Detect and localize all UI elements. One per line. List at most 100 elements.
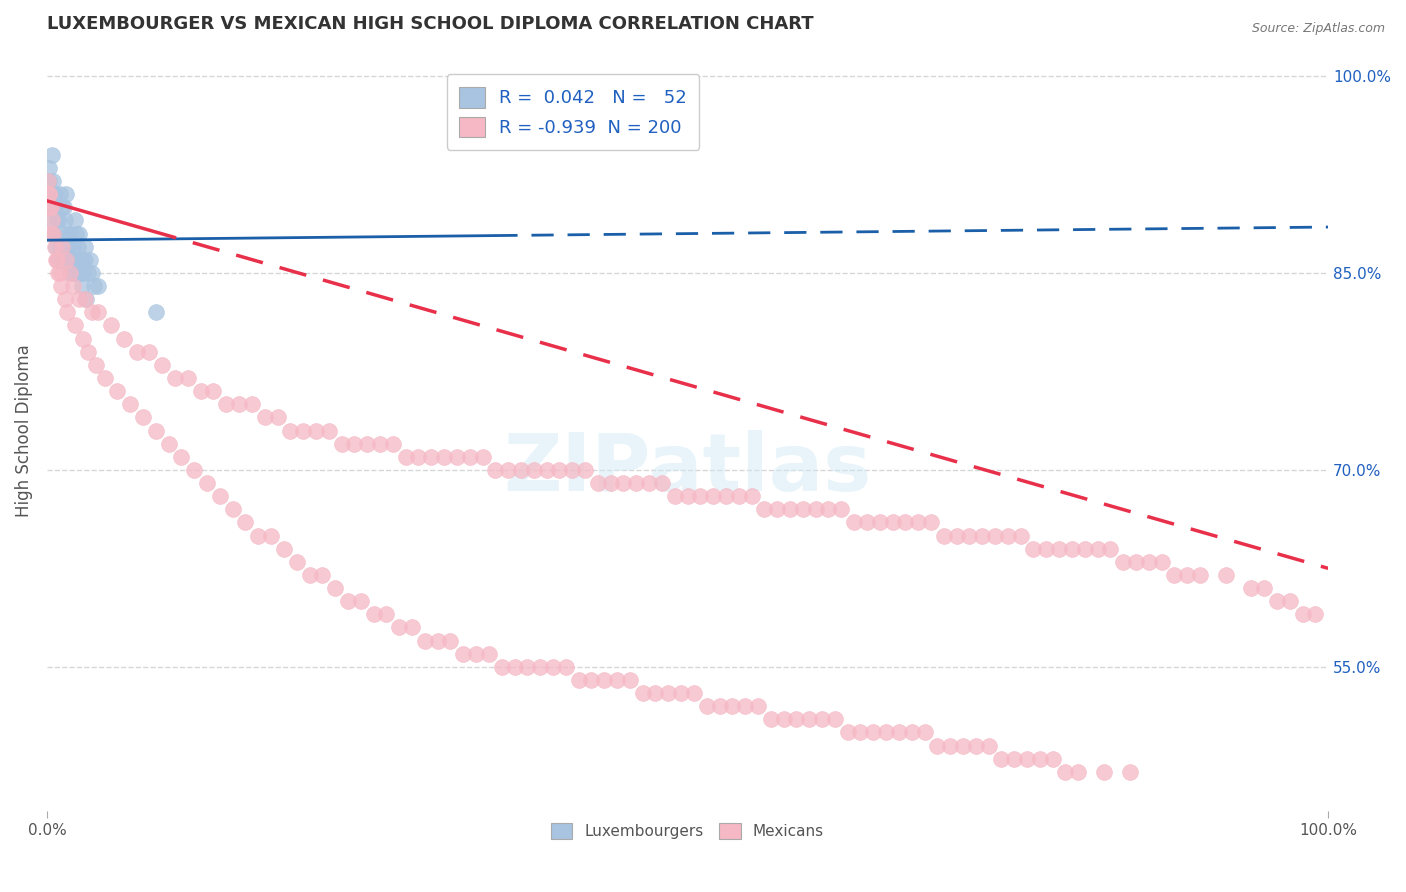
- Point: [112, 332, 135, 346]
- Point: [67, 292, 90, 306]
- Point: [990, 752, 1012, 766]
- Point: [69, 266, 91, 280]
- Point: [311, 568, 333, 582]
- Point: [55, 213, 77, 227]
- Point: [336, 594, 359, 608]
- Point: [41, 227, 63, 241]
- Point: [285, 555, 308, 569]
- Point: [77, 344, 100, 359]
- Point: [59, 227, 82, 241]
- Point: [734, 699, 756, 714]
- Point: [644, 686, 666, 700]
- Point: [38, 161, 60, 175]
- Point: [939, 739, 962, 753]
- Point: [72, 332, 94, 346]
- Point: [465, 647, 488, 661]
- Point: [799, 712, 821, 726]
- Point: [965, 739, 987, 753]
- Point: [46, 252, 69, 267]
- Point: [100, 318, 122, 333]
- Point: [69, 252, 91, 267]
- Point: [1118, 764, 1140, 779]
- Point: [413, 633, 436, 648]
- Point: [62, 240, 84, 254]
- Point: [221, 502, 243, 516]
- Point: [48, 213, 70, 227]
- Point: [1047, 541, 1070, 556]
- Point: [1137, 555, 1160, 569]
- Point: [75, 240, 97, 254]
- Point: [38, 187, 60, 202]
- Point: [433, 450, 456, 464]
- Point: [318, 424, 340, 438]
- Point: [79, 252, 101, 267]
- Point: [1029, 752, 1052, 766]
- Point: [721, 699, 744, 714]
- Point: [606, 673, 628, 687]
- Point: [48, 266, 70, 280]
- Point: [51, 200, 73, 214]
- Point: [1112, 555, 1135, 569]
- Point: [42, 227, 65, 241]
- Point: [1092, 764, 1115, 779]
- Point: [56, 305, 79, 319]
- Point: [247, 528, 270, 542]
- Point: [72, 252, 94, 267]
- Point: [766, 502, 789, 516]
- Point: [541, 660, 564, 674]
- Point: [586, 475, 609, 490]
- Point: [51, 240, 73, 254]
- Point: [163, 371, 186, 385]
- Point: [1054, 764, 1077, 779]
- Point: [343, 436, 366, 450]
- Point: [330, 436, 353, 450]
- Point: [408, 450, 430, 464]
- Point: [350, 594, 373, 608]
- Point: [305, 424, 328, 438]
- Point: [1215, 568, 1237, 582]
- Point: [1010, 528, 1032, 542]
- Point: [77, 266, 100, 280]
- Point: [202, 384, 225, 398]
- Point: [41, 174, 63, 188]
- Point: [882, 516, 904, 530]
- Point: [105, 384, 128, 398]
- Point: [157, 436, 180, 450]
- Point: [997, 528, 1019, 542]
- Point: [869, 516, 891, 530]
- Point: [1150, 555, 1173, 569]
- Point: [41, 213, 63, 227]
- Point: [804, 502, 827, 516]
- Point: [920, 516, 942, 530]
- Point: [927, 739, 949, 753]
- Point: [73, 252, 96, 267]
- Point: [824, 712, 846, 726]
- Point: [80, 266, 103, 280]
- Point: [72, 266, 94, 280]
- Point: [1265, 594, 1288, 608]
- Point: [381, 436, 404, 450]
- Point: [42, 227, 65, 241]
- Point: [626, 475, 648, 490]
- Point: [811, 712, 834, 726]
- Point: [63, 213, 86, 227]
- Point: [568, 673, 591, 687]
- Point: [862, 725, 884, 739]
- Point: [676, 489, 699, 503]
- Point: [714, 489, 737, 503]
- Point: [46, 252, 69, 267]
- Point: [228, 397, 250, 411]
- Point: [496, 463, 519, 477]
- Point: [779, 502, 801, 516]
- Point: [689, 489, 711, 503]
- Point: [67, 227, 90, 241]
- Point: [53, 292, 76, 306]
- Point: [491, 660, 513, 674]
- Point: [38, 187, 60, 202]
- Point: [55, 187, 77, 202]
- Point: [93, 371, 115, 385]
- Point: [548, 463, 571, 477]
- Point: [759, 712, 782, 726]
- Point: [875, 725, 897, 739]
- Point: [657, 686, 679, 700]
